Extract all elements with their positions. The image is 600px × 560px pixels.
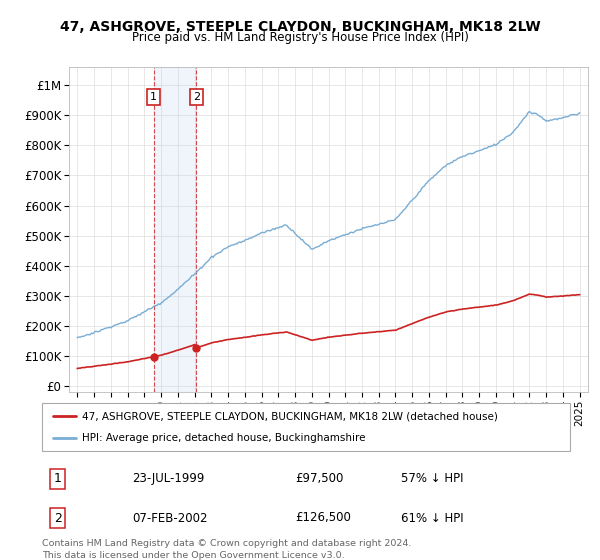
Text: 1: 1 (54, 472, 62, 486)
Bar (154, 67, 196, 392)
Text: 23-JUL-1999: 23-JUL-1999 (132, 472, 204, 486)
Text: 07-FEB-2002: 07-FEB-2002 (132, 511, 207, 525)
Text: 47, ASHGROVE, STEEPLE CLAYDON, BUCKINGHAM, MK18 2LW (detached house): 47, ASHGROVE, STEEPLE CLAYDON, BUCKINGHA… (82, 411, 497, 421)
Text: £126,500: £126,500 (295, 511, 352, 525)
Text: Price paid vs. HM Land Registry's House Price Index (HPI): Price paid vs. HM Land Registry's House … (131, 31, 469, 44)
Text: £97,500: £97,500 (295, 472, 344, 486)
Text: Contains HM Land Registry data © Crown copyright and database right 2024.
This d: Contains HM Land Registry data © Crown c… (42, 539, 412, 559)
Text: 1: 1 (150, 92, 157, 102)
Text: HPI: Average price, detached house, Buckinghamshire: HPI: Average price, detached house, Buck… (82, 433, 365, 443)
Text: 2: 2 (193, 92, 200, 102)
Text: 57% ↓ HPI: 57% ↓ HPI (401, 472, 464, 486)
Text: 47, ASHGROVE, STEEPLE CLAYDON, BUCKINGHAM, MK18 2LW: 47, ASHGROVE, STEEPLE CLAYDON, BUCKINGHA… (59, 20, 541, 34)
Text: 2: 2 (54, 511, 62, 525)
Text: 61% ↓ HPI: 61% ↓ HPI (401, 511, 464, 525)
FancyBboxPatch shape (42, 403, 570, 451)
